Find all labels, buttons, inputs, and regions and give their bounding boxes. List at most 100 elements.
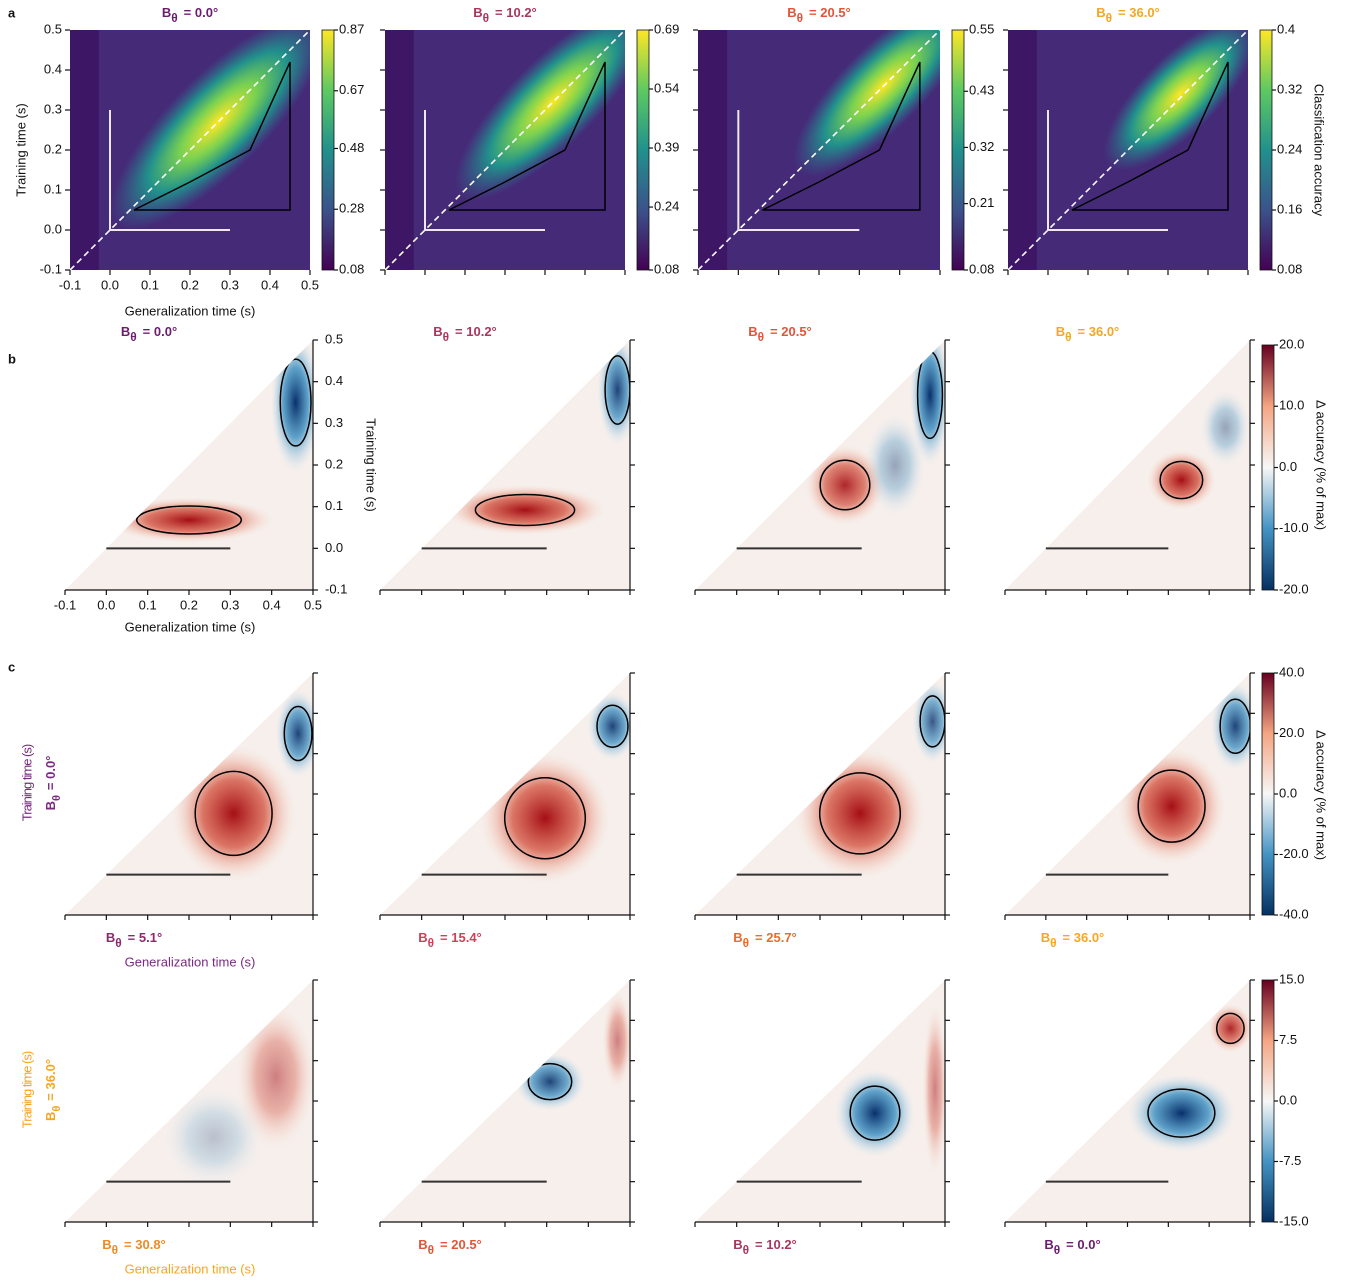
y-tick-label: -0.1 bbox=[325, 581, 347, 596]
y-tick-label: 0.1 bbox=[325, 498, 343, 513]
contour bbox=[818, 772, 902, 855]
colorbar-tick-label: 0.55 bbox=[969, 21, 994, 36]
blue-blob bbox=[275, 689, 313, 778]
x-tick-label: 0.4 bbox=[261, 277, 279, 292]
blue-blob bbox=[597, 340, 630, 445]
x-tick-label: 0.2 bbox=[181, 277, 199, 292]
y-axis-label: Training time (s) bbox=[13, 103, 28, 196]
diagonal bbox=[697, 29, 941, 271]
title-symbol: B bbox=[748, 324, 757, 339]
colorbar-tick-label: 0.32 bbox=[969, 139, 994, 154]
panel-title: Bθ = 10.2° bbox=[473, 5, 537, 25]
x-tick-label: -0.1 bbox=[54, 597, 76, 612]
y-tick-label: -0.1 bbox=[40, 261, 62, 276]
contour bbox=[762, 61, 921, 211]
heatmap bbox=[1005, 340, 1250, 590]
title-subscript: θ bbox=[483, 11, 489, 25]
colorbar-label: Δ accuracy (% of max) bbox=[1314, 730, 1329, 860]
colorbar-tick-label: 0.08 bbox=[969, 261, 994, 276]
colorbar bbox=[1259, 29, 1273, 271]
blue-blob bbox=[865, 415, 925, 515]
diagonal bbox=[1007, 29, 1249, 271]
colorbar-tick-label: 0.0 bbox=[1279, 459, 1297, 474]
colorbar-label: Δ accuracy (% of max) bbox=[1314, 400, 1329, 530]
contour bbox=[849, 1085, 901, 1141]
heatmap-bg bbox=[380, 980, 630, 1222]
contour bbox=[474, 493, 576, 527]
heatmap bbox=[65, 980, 313, 1222]
stimulus-marker bbox=[737, 110, 860, 231]
heatmap-bg bbox=[1005, 340, 1250, 590]
blue-blob bbox=[1201, 390, 1250, 465]
title-value: = 0.0° bbox=[43, 756, 58, 790]
colorbar-tick-label: 0.24 bbox=[1277, 141, 1302, 156]
title-value: = 10.2° bbox=[495, 5, 537, 20]
contour bbox=[448, 61, 606, 211]
red-blob bbox=[171, 745, 296, 882]
contour bbox=[503, 776, 587, 860]
colorbar bbox=[321, 29, 335, 271]
row-group: Bθ = 36.0° bbox=[43, 1059, 62, 1121]
contour bbox=[1071, 61, 1229, 211]
heatmap-left bbox=[385, 30, 414, 270]
heatmap bbox=[695, 340, 945, 590]
title-subscript: θ bbox=[1065, 330, 1071, 344]
accuracy-blob bbox=[1103, 30, 1248, 171]
panel-title: Bθ = 0.0° bbox=[121, 324, 177, 344]
title-value: = 36.0° bbox=[1078, 324, 1120, 339]
blue-blob bbox=[587, 692, 630, 761]
title-symbol: B bbox=[733, 930, 742, 945]
colorbar-tick-label: 0.87 bbox=[339, 21, 364, 36]
heatmap-left bbox=[1008, 30, 1037, 270]
y-tick-label: 0.1 bbox=[44, 181, 62, 196]
title-symbol: B bbox=[106, 930, 115, 945]
contour bbox=[1147, 1088, 1216, 1138]
colorbar-tick-label: 40.0 bbox=[1279, 664, 1304, 679]
heatmap-left bbox=[698, 30, 728, 270]
x-tick-label: -0.1 bbox=[59, 277, 81, 292]
row-label: Training time (s) bbox=[19, 1051, 34, 1128]
title-subscript: θ bbox=[428, 936, 434, 950]
title-value: = 15.4° bbox=[440, 930, 482, 945]
title-value: = 5.1° bbox=[128, 930, 162, 945]
colorbar-tick-label: 0.24 bbox=[654, 198, 679, 213]
red-blob bbox=[795, 748, 925, 879]
panel-title: Bθ = 36.0° bbox=[1096, 5, 1160, 25]
diagonal bbox=[69, 29, 311, 271]
title-symbol: B bbox=[102, 1237, 111, 1252]
y-tick-label: 0.4 bbox=[325, 373, 343, 388]
title-subscript: θ bbox=[428, 1243, 434, 1257]
stimulus-marker bbox=[109, 110, 230, 231]
colorbar-tick-label: 0.4 bbox=[1277, 21, 1295, 36]
title-symbol: B bbox=[1056, 324, 1065, 339]
x-tick-label: 0.3 bbox=[221, 597, 239, 612]
colorbar-tick-label: 0.08 bbox=[654, 261, 679, 276]
colorbar-tick-label: -20.0 bbox=[1279, 581, 1309, 596]
heatmap bbox=[1005, 673, 1250, 915]
heatmap-bg bbox=[65, 340, 313, 590]
x-tick-label: 0.4 bbox=[263, 597, 281, 612]
title-value: = 20.5° bbox=[440, 1237, 482, 1252]
x-tick-label: 0.3 bbox=[221, 277, 239, 292]
red-blob bbox=[1208, 1004, 1250, 1053]
title-subscript: θ bbox=[171, 11, 177, 25]
y-tick-label: 0.0 bbox=[44, 221, 62, 236]
title-subscript: θ bbox=[112, 1243, 118, 1257]
contour bbox=[1159, 460, 1204, 500]
panel-title: Bθ = 20.5° bbox=[748, 324, 812, 344]
panel-title: Bθ = 0.0° bbox=[162, 5, 218, 25]
heatmap-bg bbox=[695, 980, 945, 1222]
panel-title: Bθ = 15.4° bbox=[418, 930, 482, 950]
colorbar-tick-label: 0.54 bbox=[654, 80, 679, 95]
blue-blob bbox=[1127, 1074, 1236, 1152]
y-tick-label: 0.2 bbox=[44, 141, 62, 156]
panel-title: Bθ = 36.0° bbox=[1041, 930, 1105, 950]
title-value: = 36.0° bbox=[1118, 5, 1160, 20]
x-tick-label: 0.5 bbox=[304, 597, 322, 612]
heatmap-left bbox=[70, 30, 99, 270]
colorbar-tick-label: 15.0 bbox=[1279, 971, 1304, 986]
colorbar bbox=[1261, 672, 1275, 916]
title-subscript: θ bbox=[1050, 936, 1056, 950]
